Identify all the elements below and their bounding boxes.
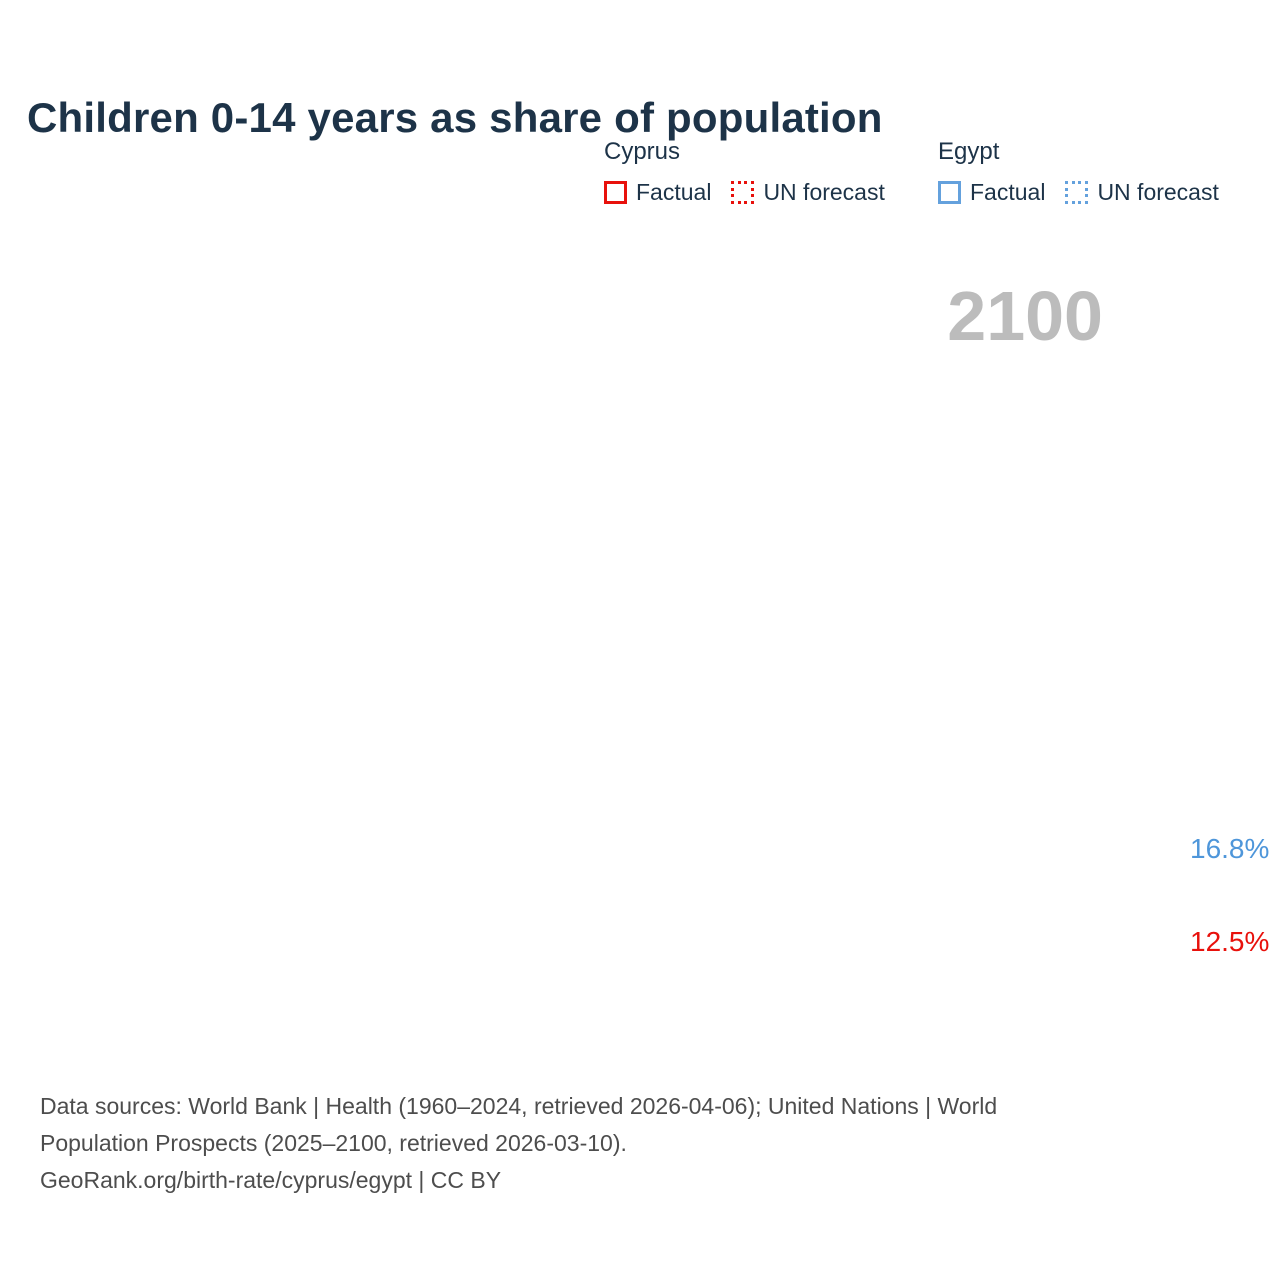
legend-item-label: Factual — [636, 179, 712, 205]
legend-row-cyprus: Factual UN forecast — [604, 179, 885, 206]
data-sources-text: Data sources: World Bank | Health (1960–… — [40, 1093, 998, 1156]
cyprus-end-value-label: 12.5% — [1190, 926, 1270, 957]
legend-header-egypt: Egypt — [938, 138, 1000, 165]
legend-item-label: UN forecast — [763, 179, 885, 205]
egypt-end-value-label: 16.8% — [1190, 833, 1270, 864]
legend-item-cyprus-factual[interactable]: Factual — [604, 179, 711, 206]
attribution-text: GeoRank.org/birth-rate/cyprus/egypt | CC… — [40, 1167, 502, 1193]
page-title: Children 0-14 years as share of populati… — [27, 94, 883, 142]
legend-item-egypt-forecast[interactable]: UN forecast — [1065, 179, 1219, 206]
footer: Data sources: World Bank | Health (1960–… — [40, 1088, 1220, 1199]
legend-item-label: UN forecast — [1097, 179, 1219, 205]
legend-item-egypt-factual[interactable]: Factual — [938, 179, 1045, 206]
legend-group-cyprus: Cyprus Factual UN forecast — [604, 138, 885, 206]
legend-group-egypt: Egypt Factual UN forecast — [938, 138, 1219, 206]
watermark-year: 2100 — [947, 277, 1103, 355]
egypt-factual-swatch-icon — [938, 181, 961, 204]
cyprus-factual-swatch-icon — [604, 181, 627, 204]
egypt-forecast-swatch-icon — [1065, 181, 1089, 204]
legend-header-cyprus: Cyprus — [604, 138, 681, 165]
cyprus-forecast-swatch-icon — [731, 181, 755, 204]
legend-row-egypt: Factual UN forecast — [938, 179, 1219, 206]
legend-item-cyprus-forecast[interactable]: UN forecast — [731, 179, 885, 206]
legend-item-label: Factual — [970, 179, 1046, 205]
